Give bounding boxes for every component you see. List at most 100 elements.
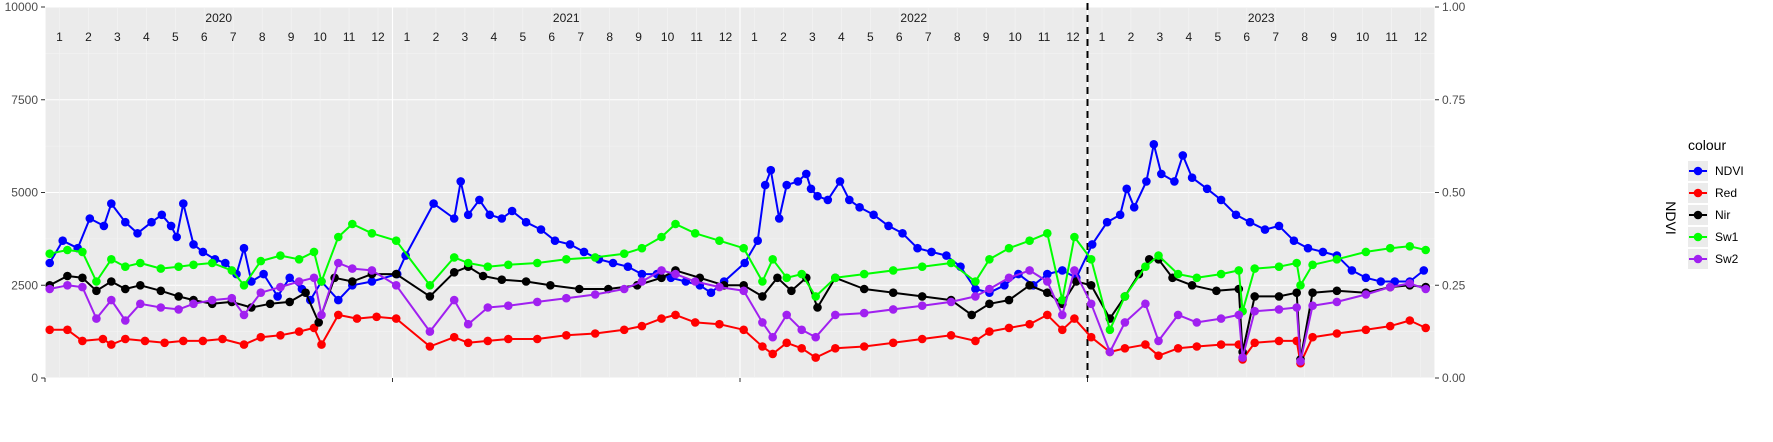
data-point-red [463, 338, 473, 348]
data-point-red [391, 314, 401, 323]
data-point-sw2 [1070, 266, 1079, 275]
month-label: 5 [1214, 30, 1221, 44]
month-label: 12 [371, 30, 385, 44]
data-point-sw2 [391, 281, 401, 290]
data-point-sw1 [1421, 245, 1430, 255]
legend-item-nir: Nir [1688, 205, 1730, 225]
data-point-sw1 [758, 277, 767, 286]
data-point-sw2 [1154, 336, 1163, 346]
month-label: 1 [751, 30, 758, 44]
data-point-nir [758, 292, 767, 301]
year-label: 2020 [205, 11, 232, 25]
data-point-nir [107, 277, 116, 286]
data-point-ndvi [835, 177, 845, 186]
data-point-red [63, 325, 72, 335]
data-point-sw1 [715, 236, 724, 245]
data-point-red [1421, 323, 1430, 333]
data-point-ndvi [85, 214, 95, 223]
data-point-ndvi [1347, 266, 1357, 275]
data-point-sw2 [782, 310, 791, 320]
data-point-nir [92, 286, 101, 296]
data-point-red [1308, 332, 1317, 342]
month-label: 7 [577, 30, 584, 44]
data-point-red [1173, 344, 1183, 353]
legend-label: Sw1 [1715, 230, 1739, 244]
data-point-red [715, 319, 724, 329]
data-point-sw1 [1070, 232, 1079, 242]
data-point-sw2 [276, 282, 285, 292]
data-point-red [917, 334, 927, 344]
data-point-sw1 [348, 219, 357, 229]
data-point-nir [1025, 281, 1034, 290]
data-point-ndvi [1318, 247, 1328, 257]
data-point-nir [497, 275, 507, 285]
data-point-sw1 [690, 229, 700, 238]
data-point-sw1 [189, 260, 198, 270]
data-point-sw2 [45, 284, 54, 294]
data-point-red [334, 310, 343, 320]
month-label: 12 [719, 30, 733, 44]
data-point-nir [1086, 281, 1096, 290]
month-label: 5 [867, 30, 874, 44]
data-point-red [562, 331, 571, 340]
data-point-sw2 [831, 310, 840, 320]
data-point-red [483, 336, 493, 346]
data-point-sw2 [533, 297, 542, 307]
data-point-sw1 [276, 251, 285, 260]
data-point-sw1 [562, 254, 571, 264]
data-point-sw2 [121, 316, 130, 325]
data-point-ndvi [1000, 281, 1009, 290]
right-axis-title: NDVI [1663, 201, 1679, 234]
data-point-ndvi [806, 184, 816, 194]
month-label: 5 [172, 30, 179, 44]
data-point-red [971, 336, 980, 346]
legend-item-sw1: Sw1 [1688, 227, 1739, 247]
data-point-ndvi [367, 277, 377, 286]
data-point-sw2 [1105, 347, 1115, 357]
data-point-nir [136, 281, 145, 290]
data-point-sw1 [946, 258, 956, 268]
data-point-ndvi [58, 236, 67, 245]
month-label: 7 [1272, 30, 1279, 44]
data-point-ndvi [147, 217, 156, 227]
month-label: 10 [1008, 30, 1022, 44]
data-point-ndvi [855, 203, 864, 212]
data-point-sw1 [1004, 243, 1014, 253]
legend-item-ndvi: NDVI [1688, 161, 1744, 181]
data-point-red [533, 334, 542, 344]
year-label: 2023 [1248, 11, 1275, 25]
data-point-red [1004, 323, 1014, 333]
data-point-red [619, 325, 629, 335]
data-point-sw1 [63, 245, 72, 255]
right-tick-label: 1.00 [1442, 0, 1466, 14]
data-point-ndvi [521, 217, 531, 227]
data-point-ndvi [942, 251, 951, 260]
data-point-sw2 [1421, 284, 1430, 294]
month-label: 11 [1385, 30, 1398, 44]
data-point-nir [63, 271, 72, 281]
data-point-sw1 [239, 281, 249, 290]
data-point-red [160, 338, 169, 348]
legend-item-red: Red [1688, 183, 1737, 203]
data-point-sw1 [831, 273, 840, 283]
data-point-ndvi [971, 284, 980, 294]
data-point-sw2 [1234, 310, 1244, 320]
data-point-sw2 [917, 301, 927, 311]
data-point-ndvi [45, 258, 54, 268]
data-point-red [294, 327, 304, 336]
data-point-sw1 [768, 254, 777, 264]
axes: NDVI 0 2500 5000 7500 10000 0.00 0.25 0.50 0.75 1… [5, 0, 1679, 385]
data-point-ndvi [475, 195, 484, 205]
month-label: 6 [896, 30, 903, 44]
legend-item-sw2: Sw2 [1688, 249, 1739, 269]
data-point-ndvi [802, 169, 811, 179]
legend-title: colour [1688, 137, 1726, 153]
data-point-red [859, 342, 869, 351]
data-point-sw2 [317, 310, 326, 320]
month-label: 2 [433, 30, 440, 44]
data-point-sw2 [156, 303, 166, 312]
data-point-sw2 [334, 258, 343, 268]
legend-label: NDVI [1715, 164, 1744, 178]
data-point-ndvi [107, 199, 116, 208]
data-point-nir [174, 292, 183, 301]
